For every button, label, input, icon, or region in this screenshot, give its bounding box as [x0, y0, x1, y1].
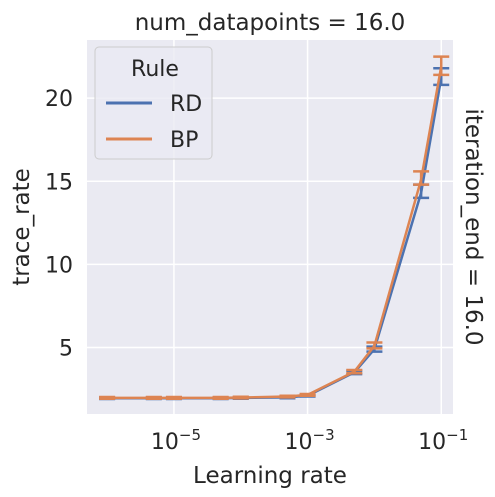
legend-label-bp: BP [170, 128, 198, 153]
y-tick-label: 15 [45, 170, 73, 195]
error-bar-bp [433, 55, 450, 77]
legend-label-rd: RD [170, 92, 202, 117]
x-tick-label: 10−5 [151, 426, 201, 455]
error-bar-bp [346, 368, 363, 375]
x-tick-label: 10−1 [418, 426, 468, 455]
error-bar-bp [232, 395, 249, 400]
error-bar-bp [99, 395, 116, 400]
y-tick-label: 5 [59, 337, 73, 362]
y-tick-label: 20 [45, 87, 73, 112]
legend-box [94, 46, 213, 160]
error-bar-bp [145, 395, 162, 400]
error-bar-bp [212, 395, 229, 400]
legend-title: Rule [131, 57, 179, 82]
y-tick-label: 10 [45, 253, 73, 278]
error-bar-bp [413, 170, 430, 186]
chart-title: num_datapoints = 16.0 [135, 10, 406, 36]
facet-row-label: iteration_end = 16.0 [460, 108, 486, 345]
x-tick-label: 10−3 [285, 426, 335, 455]
series-layer [99, 55, 450, 401]
ticks: 5 10 15 20 10−5 10−3 10−1 [45, 87, 468, 455]
error-bar-bp [299, 392, 316, 397]
y-axis-label: trace_rate [9, 168, 35, 286]
error-bar-bp [366, 341, 383, 350]
error-bar-bp [165, 395, 182, 400]
x-axis-label: Learning rate [193, 463, 347, 489]
error-bar-bp [279, 394, 296, 399]
legend: Rule RD BP [94, 46, 213, 160]
